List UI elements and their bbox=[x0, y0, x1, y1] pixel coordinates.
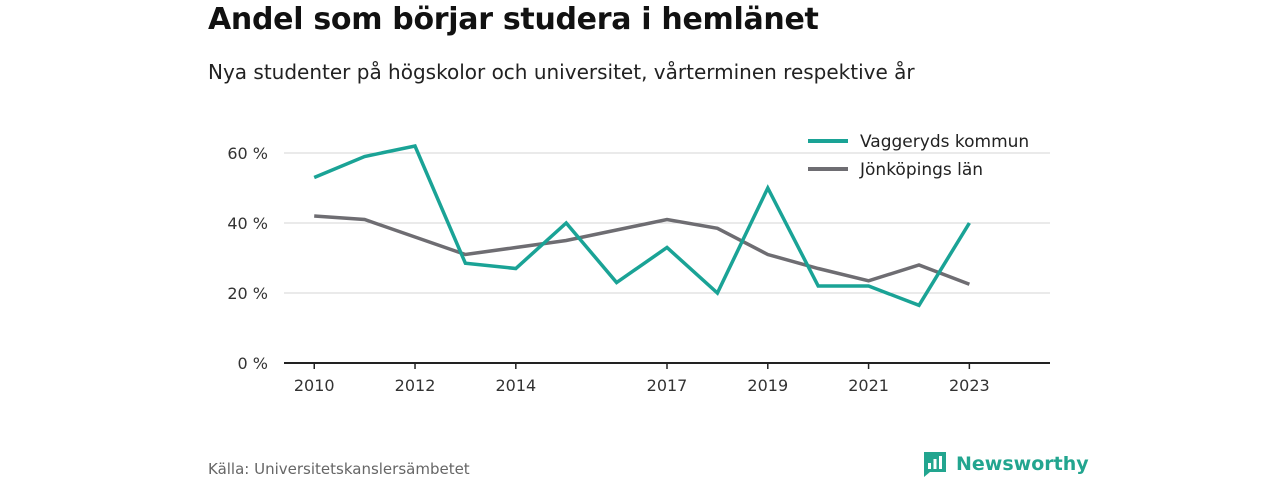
chart-subtitle: Nya studenter på högskolor och universit… bbox=[208, 60, 915, 84]
legend: Vaggeryds kommun Jönköpings län bbox=[808, 132, 1029, 180]
legend-label: Vaggeryds kommun bbox=[860, 132, 1029, 152]
series-line-1 bbox=[314, 214, 971, 286]
series-line-0 bbox=[313, 143, 971, 308]
y-tick-label: 60 % bbox=[227, 144, 268, 163]
x-tick-label: 2010 bbox=[294, 376, 335, 395]
y-axis-ticks: 0 % 20 % 40 % 60 % bbox=[227, 144, 268, 373]
source-note: Källa: Universitetskanslersämbetet bbox=[208, 460, 470, 478]
y-tick-label: 40 % bbox=[227, 214, 268, 233]
x-tick-label: 2023 bbox=[949, 376, 990, 395]
series-lines bbox=[313, 143, 971, 308]
brand-name: Newsworthy bbox=[956, 453, 1089, 475]
x-tick-label: 2021 bbox=[848, 376, 889, 395]
y-tick-label: 0 % bbox=[238, 354, 268, 373]
x-tick-label: 2014 bbox=[495, 376, 536, 395]
brand-logo: Newsworthy bbox=[922, 450, 1089, 478]
chart-title: Andel som börjar studera i hemlänet bbox=[208, 2, 819, 37]
x-axis-ticks: 2010 2012 2014 2017 2019 2021 2023 bbox=[294, 363, 990, 395]
x-tick-label: 2012 bbox=[395, 376, 436, 395]
x-tick-label: 2017 bbox=[647, 376, 688, 395]
legend-label: Jönköpings län bbox=[859, 160, 983, 180]
x-tick-label: 2019 bbox=[747, 376, 788, 395]
y-tick-label: 20 % bbox=[227, 284, 268, 303]
gridlines bbox=[284, 152, 1050, 294]
newsworthy-logo-icon bbox=[924, 452, 946, 477]
